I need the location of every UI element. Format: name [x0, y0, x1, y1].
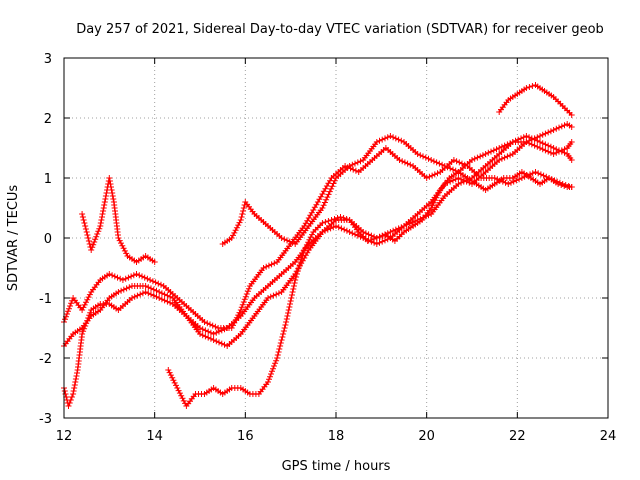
y-tick-label: 3: [44, 52, 52, 67]
series-track-4: [165, 169, 575, 409]
series-point-markers: [165, 169, 575, 409]
series-line: [63, 123, 573, 407]
x-tick-label: 18: [328, 429, 345, 444]
series-point-markers: [219, 133, 575, 247]
y-tick-label: 0: [44, 232, 52, 247]
x-tick-label: 22: [509, 429, 526, 444]
series-point-markers: [61, 121, 575, 409]
series-point-markers: [79, 175, 158, 265]
series-point-markers: [496, 82, 575, 118]
x-tick-label: 12: [56, 429, 73, 444]
series-line: [222, 135, 573, 245]
x-tick-label: 16: [237, 429, 254, 444]
series-track-6: [496, 82, 575, 118]
chart-title: Day 257 of 2021, Sidereal Day-to-day VTE…: [76, 22, 604, 37]
series-line: [167, 171, 573, 407]
x-tick-label: 14: [146, 429, 163, 444]
y-tick-label: 2: [44, 112, 52, 127]
x-tick-label: 20: [418, 429, 435, 444]
grid-lines: [64, 58, 608, 418]
x-axis-label: GPS time / hours: [282, 459, 391, 474]
y-tick-label: 1: [44, 172, 52, 187]
y-tick-label: -2: [39, 352, 52, 367]
series-point-markers: [61, 133, 575, 349]
series-track-3: [61, 121, 575, 409]
x-tick-label: 24: [600, 429, 617, 444]
y-tick-label: -3: [39, 412, 52, 427]
data-series-group: [61, 82, 575, 409]
y-axis-label: SDTVAR / TECUs: [6, 185, 21, 292]
series-track-7: [79, 175, 158, 265]
series-track-2: [61, 133, 575, 349]
y-tick-label: -1: [39, 292, 52, 307]
series-track-5: [219, 133, 575, 247]
